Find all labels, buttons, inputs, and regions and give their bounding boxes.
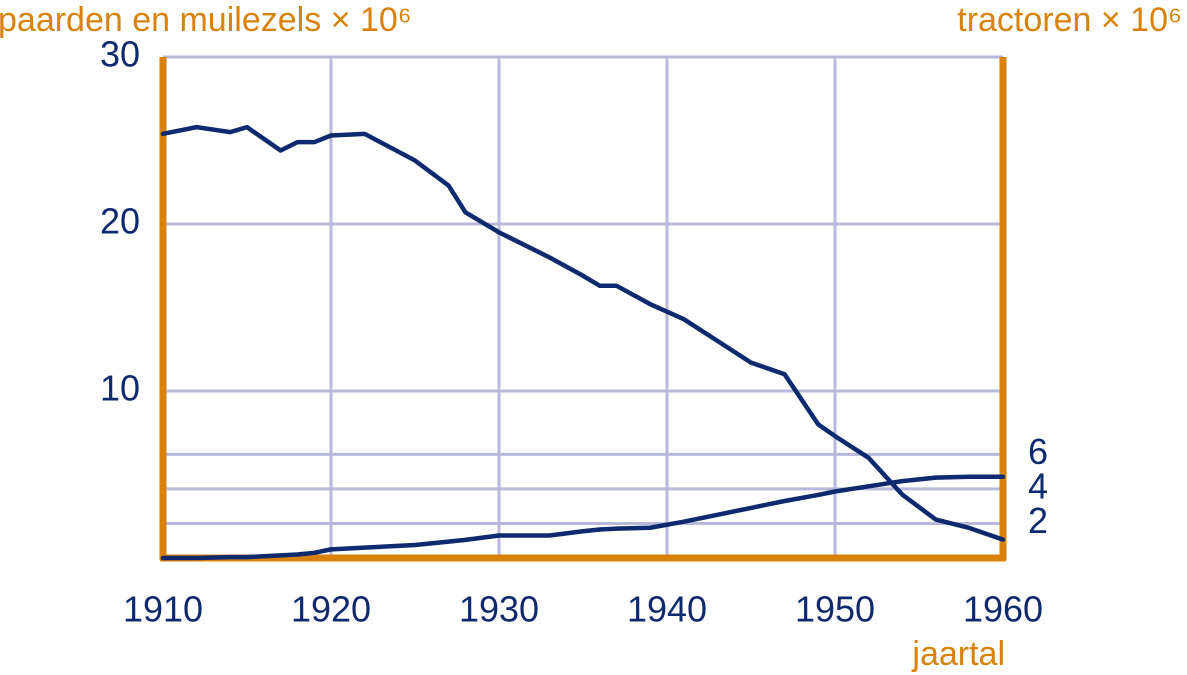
- x-tick-label: 1930: [459, 589, 539, 630]
- x-axis-title: jaartal: [911, 635, 1005, 673]
- x-tick-label: 1940: [627, 589, 707, 630]
- y-axis-title: paarden en muilezels × 10⁶: [0, 1, 412, 39]
- y2-tick-label: 2: [1028, 500, 1048, 541]
- x-tick-label: 1920: [291, 589, 371, 630]
- y-tick-label: 10: [100, 368, 140, 409]
- series-line: [160, 124, 1006, 542]
- x-tick-label: 1950: [795, 589, 875, 630]
- y-tick-label: 30: [100, 34, 140, 75]
- y2-tick-label: 4: [1028, 465, 1048, 506]
- series-line: [160, 474, 1006, 561]
- x-tick-label: 1960: [963, 589, 1043, 630]
- y-tick-label: 20: [100, 201, 140, 242]
- y2-tick-label: 6: [1028, 431, 1048, 472]
- y2-axis-title: tractoren × 10⁶: [957, 1, 1182, 39]
- x-tick-label: 1910: [123, 589, 203, 630]
